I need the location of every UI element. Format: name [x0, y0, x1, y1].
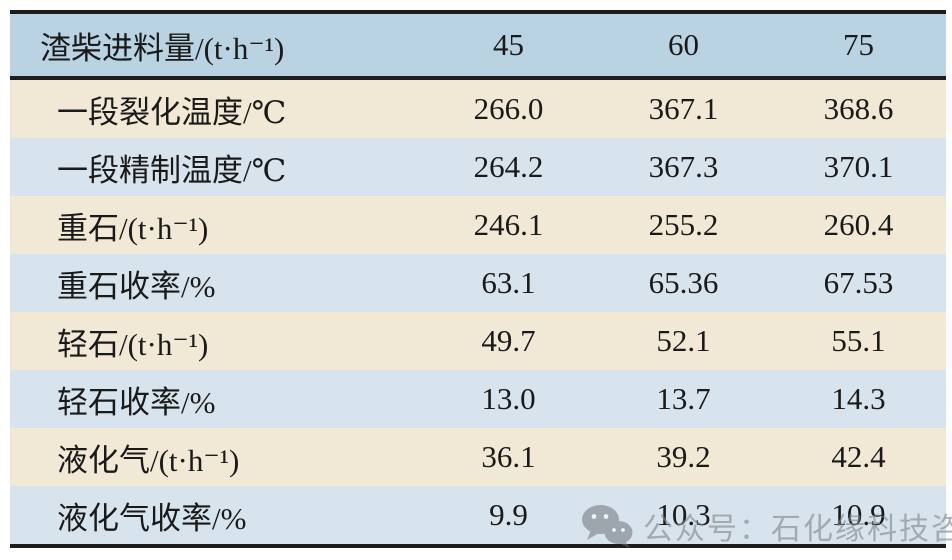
cell-value: 39.2	[656, 439, 711, 474]
header-value: 60	[668, 27, 699, 62]
header-label: 渣柴进料量/(t·h⁻¹)	[40, 30, 285, 66]
cell-value: 367.1	[648, 91, 719, 126]
table-row: 重石收率/% 63.1 65.36 67.53	[10, 254, 946, 312]
cell-value: 65.36	[648, 265, 719, 300]
cell-value: 264.2	[473, 149, 544, 184]
cell-value: 42.4	[831, 439, 886, 474]
cell-value: 255.2	[648, 207, 719, 242]
cell-value: 9.9	[489, 497, 528, 532]
table-row: 重石/(t·h⁻¹) 246.1 255.2 260.4	[10, 196, 946, 254]
row-label: 液化气/(t·h⁻¹)	[57, 442, 240, 478]
header-label-cell: 渣柴进料量/(t·h⁻¹)	[10, 23, 421, 68]
cell-value: 13.0	[481, 381, 536, 416]
header-col-60: 60	[596, 27, 771, 63]
table-row: 液化气收率/% 9.9 10.3 10.9	[10, 486, 946, 544]
header-value: 45	[493, 27, 524, 62]
cell-value: 367.3	[648, 149, 719, 184]
header-value: 75	[843, 27, 874, 62]
cell-value: 10.9	[831, 497, 886, 532]
table-row: 一段精制温度/℃ 264.2 367.3 370.1	[10, 138, 946, 196]
cell-value: 55.1	[831, 323, 886, 358]
row-label: 液化气收率/%	[57, 500, 247, 536]
table-header-row: 渣柴进料量/(t·h⁻¹) 45 60 75	[10, 14, 946, 80]
cell-value: 14.3	[831, 381, 886, 416]
cell-value: 13.7	[656, 381, 711, 416]
row-label: 重石收率/%	[57, 268, 216, 304]
cell-value: 246.1	[473, 207, 544, 242]
table-row: 轻石/(t·h⁻¹) 49.7 52.1 55.1	[10, 312, 946, 370]
cell-value: 260.4	[823, 207, 894, 242]
cell-value: 67.53	[823, 265, 894, 300]
row-label: 重石/(t·h⁻¹)	[57, 210, 209, 246]
cell-value: 368.6	[823, 91, 894, 126]
cell-value: 49.7	[481, 323, 536, 358]
row-label: 轻石收率/%	[57, 384, 216, 420]
header-col-75: 75	[771, 27, 946, 63]
row-label: 一段精制温度/℃	[57, 152, 287, 188]
table-row: 一段裂化温度/℃ 266.0 367.1 368.6	[10, 80, 946, 138]
row-label: 一段裂化温度/℃	[57, 94, 287, 130]
table-row: 液化气/(t·h⁻¹) 36.1 39.2 42.4	[10, 428, 946, 486]
header-col-45: 45	[421, 27, 596, 63]
row-label: 轻石/(t·h⁻¹)	[57, 326, 209, 362]
cell-value: 266.0	[473, 91, 544, 126]
cell-value: 36.1	[481, 439, 536, 474]
cell-value: 52.1	[656, 323, 711, 358]
table-row: 轻石收率/% 13.0 13.7 14.3	[10, 370, 946, 428]
cell-value: 10.3	[656, 497, 711, 532]
cell-value: 370.1	[823, 149, 894, 184]
data-table: 渣柴进料量/(t·h⁻¹) 45 60 75 一段裂化温度/℃ 266.0 36…	[10, 10, 946, 548]
cell-value: 63.1	[481, 265, 536, 300]
